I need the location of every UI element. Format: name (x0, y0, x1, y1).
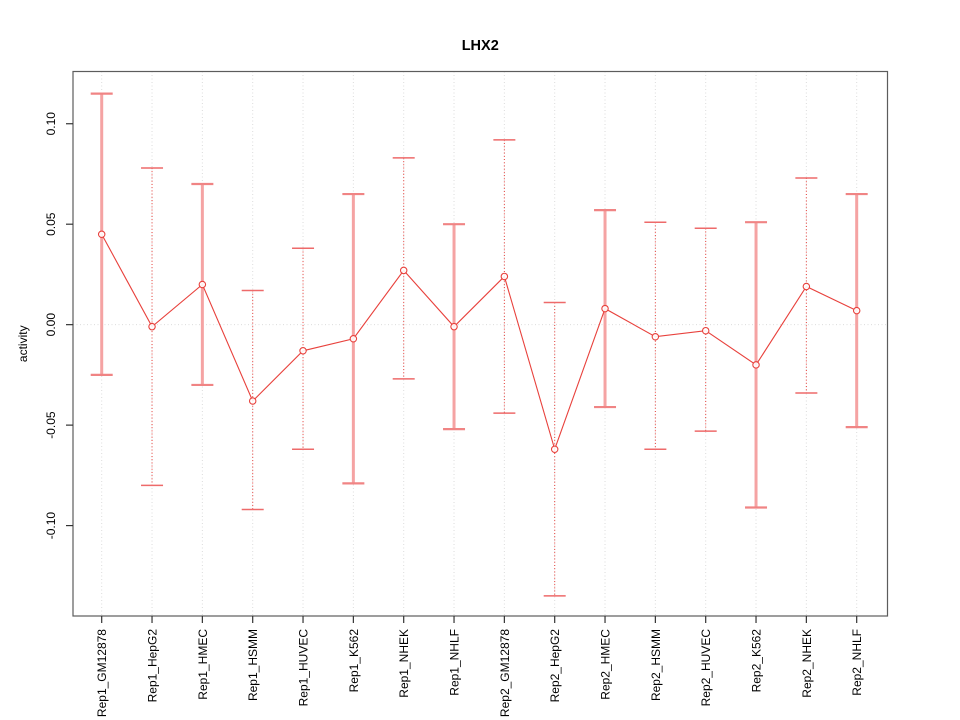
x-tick-label: Rep1_HMEC (196, 629, 210, 700)
data-point (198, 280, 207, 289)
data-point (248, 397, 257, 405)
x-tick-label: Rep1_NHEK (397, 629, 411, 698)
data-point (148, 322, 156, 331)
data-point (802, 282, 811, 291)
x-tick-label: Rep2_K562 (750, 629, 764, 693)
x-tick-label: Rep1_HUVEC (297, 629, 311, 707)
y-tick-label: 0.05 (44, 212, 58, 236)
y-tick-label: -0.05 (44, 411, 58, 439)
x-tick-label: Rep2_HSMM (649, 629, 663, 701)
axes-layer: 0.10 0.05 0.00 -0.05 -0.10 Rep1_GM12878 Rep1_H… (44, 70, 889, 717)
data-point (349, 334, 358, 343)
x-tick-label: Rep1_GM12878 (95, 629, 109, 717)
x-tick-label: Rep2_GM12878 (498, 629, 512, 717)
data-point (399, 266, 408, 275)
y-tick-label: -0.10 (44, 512, 58, 540)
data-point (701, 326, 710, 335)
y-axis-label: activity (16, 325, 30, 362)
data-layer (90, 92, 868, 597)
x-tick-label: Rep1_HSMM (246, 629, 260, 701)
data-point (852, 306, 861, 315)
x-tick-label: Rep2_HepG2 (548, 629, 562, 703)
grid-layer (73, 71, 888, 616)
x-tick-label: Rep1_HepG2 (146, 629, 160, 703)
x-tick-label: Rep1_NHLF (448, 629, 462, 696)
plot-border (72, 70, 889, 617)
y-tick-label: 0.10 (44, 112, 58, 136)
series-line (101, 233, 857, 452)
data-point (500, 272, 509, 281)
data-point (601, 304, 609, 313)
x-tick-label: Rep2_HUVEC (699, 629, 713, 707)
data-point (450, 322, 458, 331)
chart-title: LHX2 (462, 38, 499, 54)
x-tick-label: Rep2_NHEK (800, 629, 814, 698)
data-point (752, 361, 760, 369)
x-tick-label: Rep2_HMEC (599, 629, 613, 700)
x-tick-label: Rep1_K562 (347, 629, 361, 693)
x-tick-label: Rep2_NHLF (850, 629, 864, 696)
data-point (550, 445, 559, 453)
data-point (97, 230, 106, 238)
data-point (651, 332, 660, 341)
y-tick-label: 0.00 (44, 313, 58, 337)
data-point (299, 347, 307, 355)
